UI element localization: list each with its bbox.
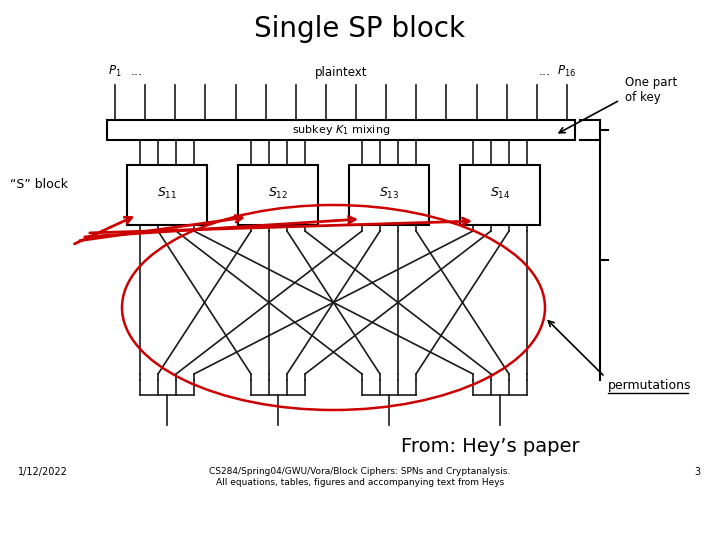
Bar (238, 165, 318, 225)
Bar (460, 165, 540, 225)
Bar (127, 165, 207, 225)
Text: 1/12/2022: 1/12/2022 (18, 467, 68, 477)
Text: One part
of key: One part of key (625, 76, 678, 104)
Text: CS284/Spring04/GWU/Vora/Block Ciphers: SPNs and Cryptanalysis.
All equations, ta: CS284/Spring04/GWU/Vora/Block Ciphers: S… (210, 467, 510, 487)
Text: $P_{16}$: $P_{16}$ (557, 64, 577, 79)
Text: $S_{13}$: $S_{13}$ (379, 185, 399, 200)
Text: 3: 3 (694, 467, 700, 477)
Text: From: Hey’s paper: From: Hey’s paper (401, 437, 580, 456)
Text: permutations: permutations (608, 379, 691, 392)
Text: $S_{11}$: $S_{11}$ (157, 185, 177, 200)
Text: $S_{12}$: $S_{12}$ (268, 185, 288, 200)
Text: subkey $K_1$ mixing: subkey $K_1$ mixing (292, 123, 390, 137)
Bar (107, 120, 575, 140)
Text: plaintext: plaintext (315, 66, 367, 79)
Bar (349, 165, 429, 225)
Text: $S_{14}$: $S_{14}$ (490, 185, 510, 200)
Text: ...: ... (539, 65, 551, 78)
Text: Single SP block: Single SP block (254, 15, 466, 43)
Text: “S” block: “S” block (10, 179, 68, 192)
Text: $P_1$: $P_1$ (108, 64, 122, 79)
Text: ...: ... (131, 65, 143, 78)
